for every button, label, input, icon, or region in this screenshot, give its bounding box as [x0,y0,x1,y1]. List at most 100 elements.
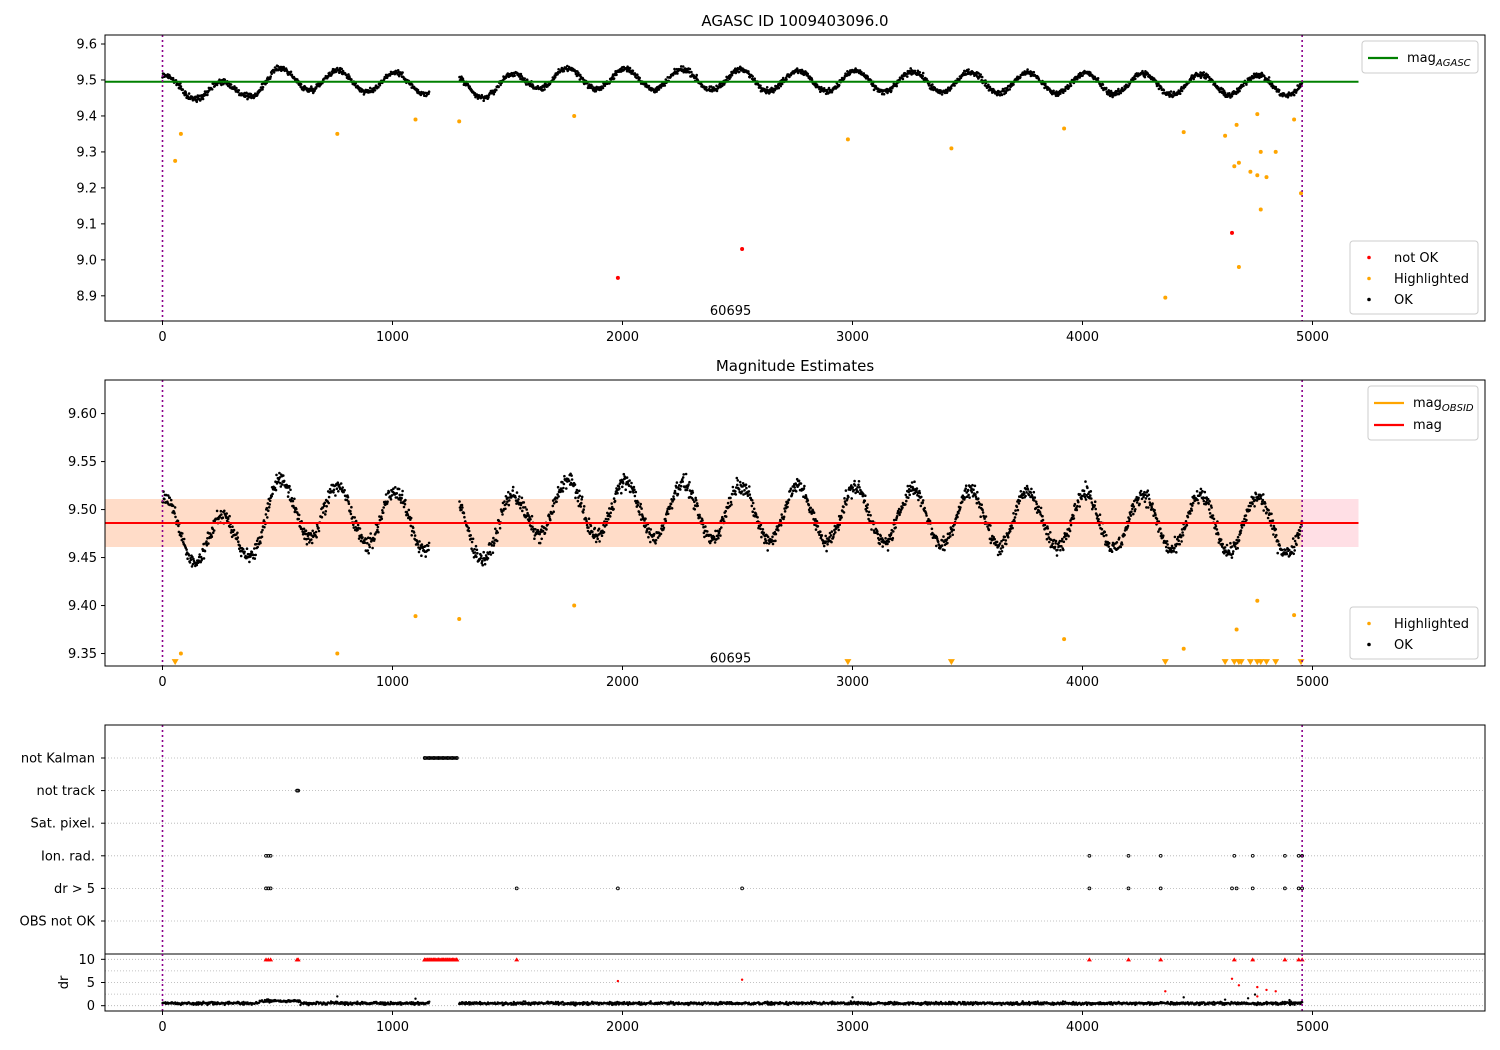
magnitude-estimates-panel: Magnitude Estimates 60695 9.35 9.40 9.45 9.50… [68,357,1486,690]
x-tick-label: 4000 [1066,1020,1099,1035]
legend-point-swatch [1367,297,1371,302]
flag-row-label: OBS not OK [20,915,96,930]
x-tick-label: 1000 [376,1020,409,1035]
flag-marker [1300,853,1304,858]
flag-marker [1296,886,1301,891]
highlighted-point [1292,613,1297,618]
flag-marker [1087,886,1092,891]
y-tick-label: 8.9 [76,289,97,304]
flag-marker [455,756,459,760]
line-legend: magAGASC [1361,40,1479,74]
dr-clipped-marker [1296,957,1302,962]
y-tick-label: 9.55 [68,455,97,470]
flag-marker [454,756,458,760]
dr-axis-label: dr [57,975,72,989]
x-tick-label: 5000 [1296,330,1329,345]
dr-point [1223,998,1227,1001]
flag-marker [264,853,268,858]
legend-label: mag [1413,418,1442,433]
y-tick-label: 9.2 [76,181,97,196]
y-tick-label: 9.6 [76,37,97,52]
legend-label-main: mag [1413,418,1442,433]
not-ok-point [615,275,620,280]
legend-box [1367,385,1479,441]
dr-point [1246,997,1250,1000]
highlighted-offscale-marker [1221,659,1229,666]
plot-area [105,35,1359,321]
highlighted-point [1255,598,1260,603]
flag-marker [266,853,271,858]
ok-points [161,64,1304,104]
highlighted-point [173,158,178,163]
dr-outlier-point [740,978,744,981]
legend-label: magAGASC [1407,51,1471,69]
highlighted-point [1234,627,1239,632]
legend-label: not OK [1394,251,1439,266]
flag-marker [1126,886,1131,891]
flag-marker [266,886,271,891]
legend-label: OK [1394,638,1413,653]
highlighted-point [1255,112,1260,117]
chart-title: Magnitude Estimates [716,357,874,375]
flag-marker [268,886,273,891]
point-legend: not OK Highlighted OK [1349,240,1479,315]
y-tick-label: 9.50 [68,503,97,518]
highlighted-point [949,146,954,151]
point-legend: Highlighted OK [1349,606,1479,660]
x-tick-label: 2000 [606,1020,639,1035]
dr-clipped-marker [1250,957,1256,962]
highlighted-point [1181,646,1186,651]
highlighted-point [457,616,462,621]
legend-label-subscript: OBSID [1442,403,1474,414]
flag-marker [1283,886,1287,891]
x-tick-label: 1000 [376,330,409,345]
dr-clipped-marker [453,957,459,962]
dr-outlier-point [1265,988,1268,992]
x-tick-label: 3000 [836,330,869,345]
highlighted-point [572,603,577,608]
flag-row-label: not Kalman [21,752,95,767]
flag-marker [1158,853,1163,858]
highlighted-point [1292,117,1297,122]
x-tick-label: 0 [158,1020,166,1035]
ok-points [161,471,1304,568]
y-tick-label: 9.0 [76,253,97,268]
flag-row-label: not track [36,784,95,799]
highlighted-point [1273,149,1278,154]
legend-label: Highlighted [1394,272,1469,287]
legend-label: magOBSID [1413,396,1474,414]
flag-marker [296,788,301,793]
flag-marker [268,853,273,858]
flag-row-label: Ion. rad. [41,849,95,864]
y-tick-label: 9.1 [76,217,97,232]
y-tick-label: 9.60 [68,407,97,422]
flags-frame [104,724,1486,955]
flag-marker [1230,886,1234,891]
highlighted-point [572,113,577,118]
line-legend: magOBSID mag [1367,385,1479,441]
dr-y-tick-label: 5 [87,976,95,991]
y-tick-label: 9.3 [76,145,97,160]
not-ok-point [1230,230,1234,235]
highlighted-point [178,131,183,136]
dr-y-tick-label: 10 [78,953,95,968]
dr-outlier-point [1237,984,1241,987]
highlighted-offscale-marker [1246,659,1254,666]
highlighted-point [1163,295,1168,300]
x-tick-label: 5000 [1296,1020,1329,1035]
highlighted-offscale-marker [1230,659,1238,666]
x-tick-label: 4000 [1066,330,1099,345]
highlighted-point [335,651,340,656]
y-tick-label: 9.45 [68,551,97,566]
axes-frame [104,379,1486,667]
legend-label: OK [1394,293,1413,308]
legend-point-swatch [1367,255,1371,260]
highlighted-point [1062,637,1067,642]
highlighted-point [1234,122,1239,127]
x-tick-label: 1000 [376,675,409,690]
dr-clipped-marker [268,957,274,962]
dr-clipped-marker [1158,957,1164,962]
dr-y-tick-label: 0 [87,999,95,1014]
dr-clipped-marker [514,957,520,962]
